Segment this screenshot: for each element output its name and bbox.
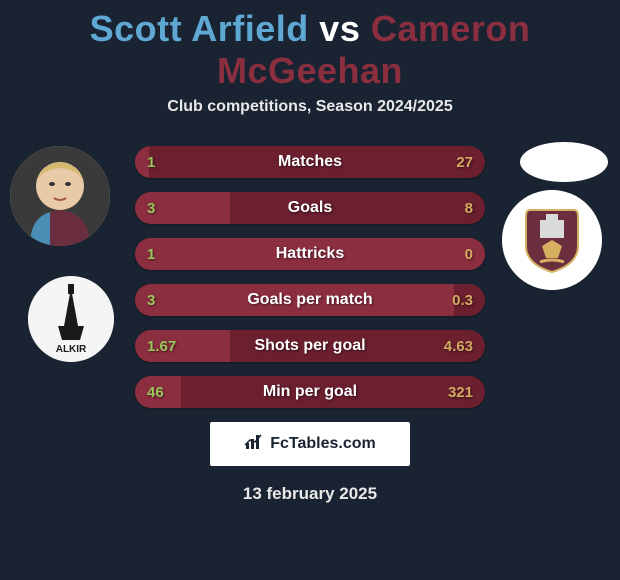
- subtitle: Club competitions, Season 2024/2025: [0, 98, 620, 116]
- svg-text:ALKIR: ALKIR: [56, 344, 87, 355]
- chart-icon: [244, 433, 264, 456]
- brand-box: FcTables.com: [210, 422, 410, 466]
- stat-rows: 1Matches27 3Goals8 1Hattricks0 3Goals per m…: [135, 146, 485, 408]
- vs-text: vs: [319, 8, 360, 49]
- stat-value-right: 321: [448, 376, 473, 408]
- date-text: 13 february 2025: [0, 484, 620, 504]
- player1-club-crest: ALKIR: [28, 276, 114, 362]
- stat-label: Min per goal: [135, 376, 485, 408]
- player2-avatar-placeholder: [520, 142, 608, 182]
- player1-name: Scott Arfield: [90, 8, 309, 49]
- player1-avatar: [10, 146, 110, 246]
- stats-area: ALKIR 1Matches27 3Goals8 1Hattricks0 3Goals…: [0, 146, 620, 408]
- stat-row: 1Hattricks0: [135, 238, 485, 270]
- player2-club-crest: [502, 190, 602, 290]
- page-title: Scott Arfield vs Cameron McGeehan: [0, 0, 620, 92]
- stat-row: 3Goals8: [135, 192, 485, 224]
- stat-row: 1Matches27: [135, 146, 485, 178]
- stat-value-right: 27: [456, 146, 473, 178]
- stat-value-right: 0.3: [452, 284, 473, 316]
- stat-value-right: 8: [465, 192, 473, 224]
- stat-value-right: 4.63: [444, 330, 473, 362]
- stat-row: 1.67Shots per goal4.63: [135, 330, 485, 362]
- stat-row: 3Goals per match0.3: [135, 284, 485, 316]
- stat-label: Matches: [135, 146, 485, 178]
- stat-value-right: 0: [465, 238, 473, 270]
- stat-label: Goals: [135, 192, 485, 224]
- brand-text: FcTables.com: [270, 435, 376, 453]
- stat-label: Shots per goal: [135, 330, 485, 362]
- stat-label: Hattricks: [135, 238, 485, 270]
- stat-row: 46Min per goal321: [135, 376, 485, 408]
- stat-label: Goals per match: [135, 284, 485, 316]
